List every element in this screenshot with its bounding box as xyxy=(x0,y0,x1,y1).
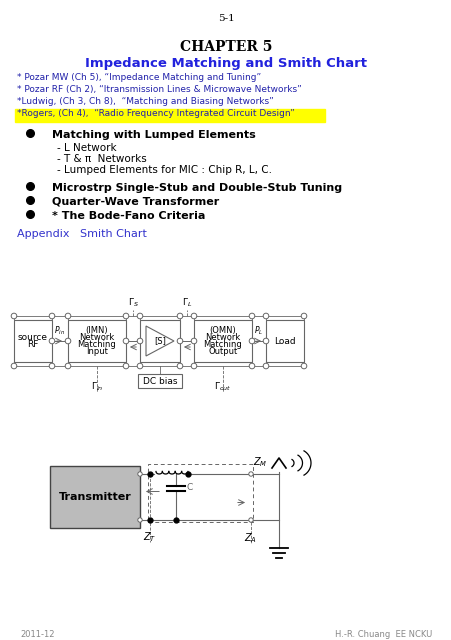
Circle shape xyxy=(262,338,268,344)
Text: DC bias: DC bias xyxy=(143,376,177,385)
Text: Matching: Matching xyxy=(203,340,242,349)
Circle shape xyxy=(65,363,71,369)
Circle shape xyxy=(177,313,182,319)
Circle shape xyxy=(49,313,55,319)
Circle shape xyxy=(248,472,253,476)
Circle shape xyxy=(300,313,306,319)
Circle shape xyxy=(262,313,268,319)
Circle shape xyxy=(249,313,254,319)
Circle shape xyxy=(137,313,143,319)
Circle shape xyxy=(137,363,143,369)
Circle shape xyxy=(249,363,254,369)
Text: Appendix   Smith Chart: Appendix Smith Chart xyxy=(17,229,147,239)
Circle shape xyxy=(49,338,55,344)
Text: Matching: Matching xyxy=(78,340,116,349)
Text: * Pozar MW (Ch 5), “Impedance Matching and Tuning”: * Pozar MW (Ch 5), “Impedance Matching a… xyxy=(17,73,261,82)
Circle shape xyxy=(138,472,142,476)
Text: (IMN): (IMN) xyxy=(86,326,108,335)
Text: Network: Network xyxy=(79,333,115,342)
Circle shape xyxy=(191,338,196,344)
Text: - L Network: - L Network xyxy=(57,143,116,153)
Circle shape xyxy=(191,363,196,369)
Bar xyxy=(14,320,52,362)
Text: $Z_M$: $Z_M$ xyxy=(253,455,267,469)
Circle shape xyxy=(249,338,254,344)
Text: H.-R. Chuang  EE NCKU: H.-R. Chuang EE NCKU xyxy=(334,630,431,639)
Text: Network: Network xyxy=(205,333,240,342)
Text: 2011-12: 2011-12 xyxy=(20,630,55,639)
Text: Load: Load xyxy=(274,337,295,346)
Text: source: source xyxy=(18,333,48,342)
Text: [S]: [S] xyxy=(154,337,166,346)
Text: 5-1: 5-1 xyxy=(217,14,234,23)
Text: $Z_A$: $Z_A$ xyxy=(244,531,257,545)
Bar xyxy=(265,320,304,362)
Text: (OMN): (OMN) xyxy=(209,326,236,335)
Circle shape xyxy=(123,313,129,319)
Text: Microstrp Single-Stub and Double-Stub Tuning: Microstrp Single-Stub and Double-Stub Tu… xyxy=(52,183,341,193)
Text: - Lumped Elements for MIC : Chip R, L, C.: - Lumped Elements for MIC : Chip R, L, C… xyxy=(57,165,272,175)
Text: $P_{in}$: $P_{in}$ xyxy=(54,324,65,337)
Circle shape xyxy=(123,338,129,344)
Bar xyxy=(15,109,324,122)
Circle shape xyxy=(65,313,71,319)
Circle shape xyxy=(11,363,17,369)
Text: CHAPTER 5: CHAPTER 5 xyxy=(179,40,272,54)
Text: *Ludwig, (Ch 3, Ch 8),  “Matching and Biasing Networks”: *Ludwig, (Ch 3, Ch 8), “Matching and Bia… xyxy=(17,97,273,106)
Bar xyxy=(50,466,140,528)
Text: Output: Output xyxy=(208,348,237,356)
Text: $\Gamma_L$: $\Gamma_L$ xyxy=(181,296,192,309)
Text: Matching with Lumped Elements: Matching with Lumped Elements xyxy=(52,130,255,140)
Circle shape xyxy=(65,338,71,344)
Bar xyxy=(68,320,126,362)
Circle shape xyxy=(262,363,268,369)
Text: Impedance Matching and Smith Chart: Impedance Matching and Smith Chart xyxy=(85,57,366,70)
Text: * The Bode-Fano Criteria: * The Bode-Fano Criteria xyxy=(52,211,205,221)
Circle shape xyxy=(177,363,182,369)
Circle shape xyxy=(137,338,143,344)
Text: $Z_T$: $Z_T$ xyxy=(143,530,156,544)
Text: $\Gamma_{in}$: $\Gamma_{in}$ xyxy=(91,381,103,393)
Text: Input: Input xyxy=(86,348,108,356)
Text: $\Gamma_S$: $\Gamma_S$ xyxy=(127,296,138,309)
Bar xyxy=(147,464,253,522)
Text: C: C xyxy=(187,483,193,493)
Text: Quarter-Wave Transformer: Quarter-Wave Transformer xyxy=(52,197,219,207)
Circle shape xyxy=(11,313,17,319)
Text: RF: RF xyxy=(27,340,39,349)
Text: $\Gamma_{out}$: $\Gamma_{out}$ xyxy=(214,381,231,393)
Circle shape xyxy=(248,518,253,522)
Bar xyxy=(138,374,182,388)
Circle shape xyxy=(49,363,55,369)
Text: Transmitter: Transmitter xyxy=(59,492,131,502)
Circle shape xyxy=(138,518,142,522)
Circle shape xyxy=(191,313,196,319)
Text: $P_L$: $P_L$ xyxy=(254,324,263,337)
Bar xyxy=(193,320,252,362)
Circle shape xyxy=(177,338,182,344)
Bar xyxy=(140,320,179,362)
Text: - T & π  Networks: - T & π Networks xyxy=(57,154,147,164)
Circle shape xyxy=(123,363,129,369)
Text: * Pozar RF (Ch 2), “Itransmission Lines & Microwave Networks”: * Pozar RF (Ch 2), “Itransmission Lines … xyxy=(17,85,301,94)
Text: *Rogers, (Ch 4),  “Radio Frequency Integrated Circuit Design”: *Rogers, (Ch 4), “Radio Frequency Integr… xyxy=(17,109,294,118)
Circle shape xyxy=(300,363,306,369)
